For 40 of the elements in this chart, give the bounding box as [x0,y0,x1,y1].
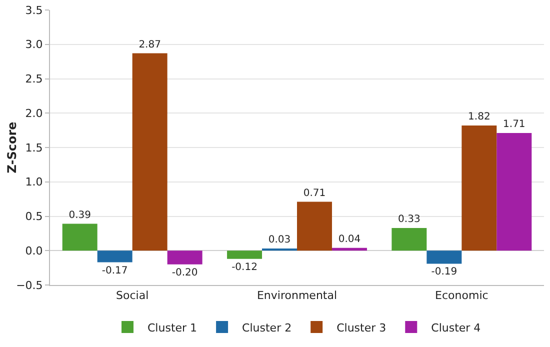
y-tick-label: 3.5 [25,4,43,17]
legend-label: Cluster 4 [431,321,481,334]
y-tick-label: 0.5 [25,210,43,224]
data-label: 0.71 [303,188,326,199]
y-tick-label: 1.0 [25,176,43,189]
x-tick-label: Economic [435,289,488,302]
bar [332,248,367,251]
data-label: 1.82 [468,112,490,122]
data-label: 0.39 [68,210,91,221]
bar [496,133,532,251]
legend-label: Cluster 2 [242,321,292,334]
bar [97,250,132,262]
x-tick-label: Environmental [256,289,338,302]
y-tick-label: 2.5 [25,72,43,86]
y-tick-label: 2.0 [25,106,43,120]
legend-label: Cluster 3 [336,321,386,334]
data-label: -0.20 [172,267,198,278]
y-tick-label: −0.5 [16,278,43,292]
data-label: 0.04 [338,234,361,245]
x-tick-label: Social [116,289,149,302]
bar [227,250,262,259]
bar [167,250,202,264]
data-label: 0.03 [268,234,291,246]
legend-label: Cluster 1 [148,321,198,334]
data-label: -0.12 [232,262,258,273]
bar [62,224,98,251]
bar [392,228,427,251]
bar [132,53,168,251]
data-label: -0.19 [431,266,458,278]
data-label: 0.33 [398,214,420,225]
y-tick-label: 1.5 [25,141,43,154]
data-label: 2.87 [138,39,161,50]
y-axis-title: Z-Score [5,122,19,174]
bar [462,126,497,251]
data-label: -0.17 [102,265,128,276]
data-label: 1.71 [503,119,526,130]
y-tick-label: 3.0 [25,38,43,52]
bar [297,202,332,251]
bar [426,250,462,264]
y-tick-label: 0.0 [25,244,43,258]
